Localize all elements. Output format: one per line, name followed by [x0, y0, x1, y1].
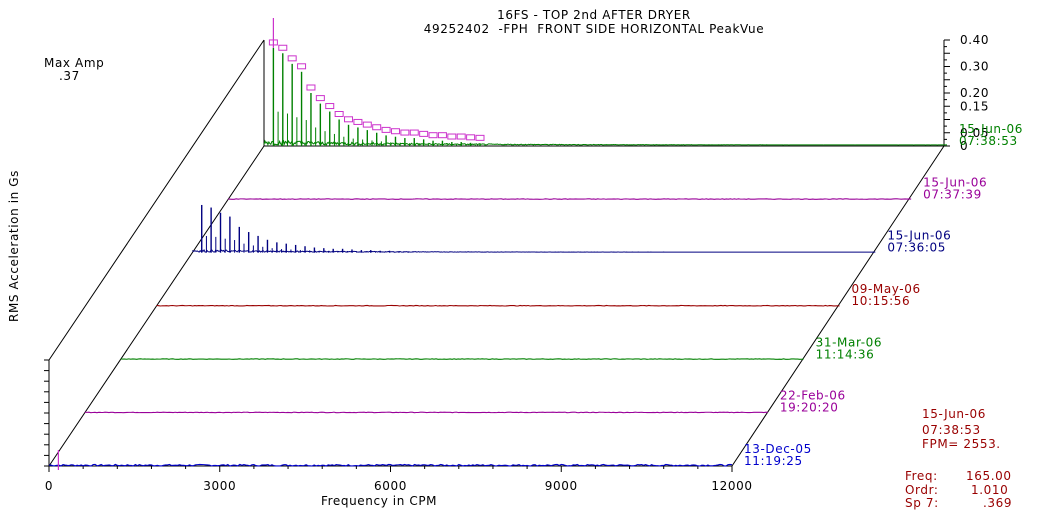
series-trace	[191, 204, 876, 253]
harmonic-marker	[447, 133, 457, 140]
max-amp-label: Max Amp	[44, 56, 105, 70]
sp-value: .369	[983, 496, 1013, 510]
series-line	[48, 463, 733, 467]
harmonic-marker	[475, 134, 485, 141]
series-trace	[84, 411, 768, 414]
y-tick-label: 0.05	[960, 126, 989, 140]
y-tick-label: 0.30	[960, 60, 989, 74]
front-axis-ticks	[44, 359, 733, 472]
series-trace	[120, 358, 804, 360]
y-tick-label: 0.40	[960, 33, 989, 47]
series-time-label: 19:20:20	[780, 401, 839, 415]
series-time-label: 11:19:25	[744, 454, 803, 468]
spectrum-traces	[48, 47, 948, 467]
harmonic-marker	[372, 124, 382, 131]
harmonic-marker	[287, 55, 297, 62]
series-trace	[228, 198, 912, 200]
series-line	[263, 139, 948, 147]
harmonic-marker	[409, 129, 419, 136]
sp-label: Sp 7:	[905, 496, 939, 510]
max-amp-value: .37	[59, 69, 80, 83]
harmonic-marker	[456, 133, 466, 140]
harmonic-marker	[315, 95, 325, 102]
axis-and-date-labels: 0 3000 6000 9000 1200000.050.150.200.300.401…	[45, 33, 1023, 493]
series-date-label: 15-Jun-06	[923, 175, 987, 189]
harmonic-marker	[419, 130, 429, 137]
series-trace	[156, 304, 840, 307]
freq-label: Freq:	[905, 469, 938, 483]
y-tick-label: 0.15	[960, 99, 989, 113]
freq-value: 165.00	[966, 469, 1012, 483]
series-line	[120, 358, 804, 360]
harmonic-marker	[400, 129, 410, 136]
series-time-label: 11:14:36	[816, 347, 875, 361]
ylabel: RMS Acceleration in Gs	[7, 170, 21, 322]
series-line	[191, 248, 876, 253]
series-trace	[263, 47, 948, 147]
series-date-label: 13-Dec-05	[744, 442, 812, 456]
y-tick-label: 0.20	[960, 86, 989, 100]
series-time-label: 07:38:53	[959, 134, 1018, 148]
ordr-value: 1.010	[971, 483, 1009, 497]
y-tick-label: 0	[960, 139, 968, 153]
series-date-label: 22-Feb-06	[780, 389, 846, 403]
series-date-label: 15-Jun-06	[887, 229, 951, 243]
harmonic-marker	[353, 118, 363, 125]
x-tick-label: 12000	[711, 479, 752, 493]
chart-title: 16FS - TOP 2nd AFTER DRYER	[497, 8, 691, 22]
ordr-label: Ordr:	[905, 483, 939, 497]
right-axis-ticks	[944, 39, 950, 147]
series-line	[228, 198, 912, 200]
chart-subtitle: 49252402 -FPH FRONT SIDE HORIZONTAL Peak…	[423, 22, 765, 36]
harmonic-marker	[325, 103, 335, 110]
harmonic-marker	[297, 63, 307, 70]
cursor-fpm: FPM= 2553.	[922, 437, 1001, 451]
series-time-label: 07:37:39	[923, 187, 982, 201]
harmonic-marker	[466, 134, 476, 141]
harmonic-marker	[428, 132, 438, 139]
series-time-label: 10:15:56	[852, 294, 911, 308]
cursor-time: 07:38:53	[922, 423, 981, 437]
series-date-label: 15-Jun-06	[959, 122, 1023, 136]
series-line	[84, 411, 768, 414]
peak-markers	[57, 18, 485, 470]
series-trace	[48, 463, 733, 467]
x-tick-label: 3000	[203, 479, 236, 493]
harmonic-marker	[390, 128, 400, 135]
series-line	[156, 304, 840, 307]
x-tick-label: 6000	[374, 479, 407, 493]
x-tick-label: 9000	[545, 479, 578, 493]
cursor-date: 15-Jun-06	[922, 407, 987, 421]
x-axis-label: Frequency in CPM	[321, 494, 438, 508]
harmonic-marker	[344, 116, 354, 123]
series-time-label: 07:36:05	[887, 241, 946, 255]
harmonic-marker	[381, 126, 391, 133]
harmonic-marker	[278, 44, 288, 51]
harmonic-marker	[306, 84, 316, 91]
diagonal-top-edge	[48, 39, 265, 361]
harmonic-marker	[334, 111, 344, 117]
series-date-label: 09-May-06	[852, 282, 921, 296]
harmonic-marker	[437, 132, 447, 139]
series-date-label: 31-Mar-06	[816, 335, 882, 349]
harmonic-marker	[362, 121, 372, 128]
x-tick-label: 0	[45, 479, 53, 493]
